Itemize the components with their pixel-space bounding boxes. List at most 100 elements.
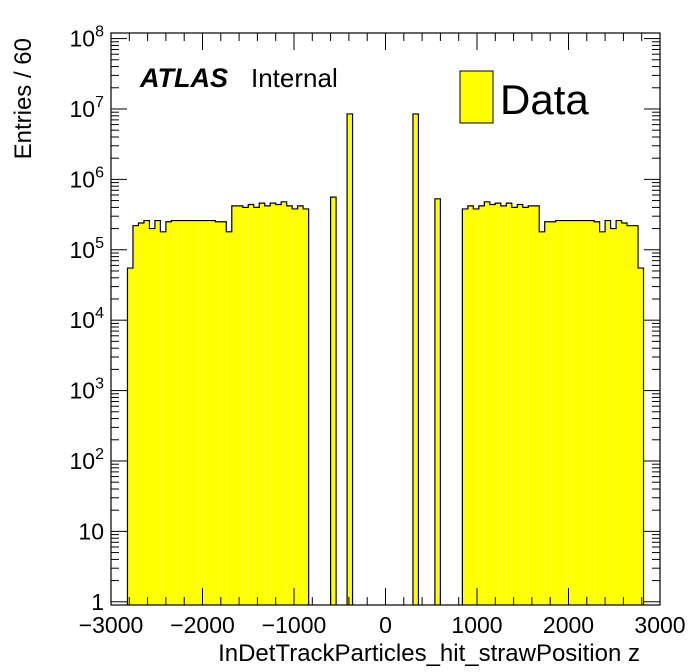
- x-tick-label: −3000: [79, 612, 144, 638]
- histogram-bar: [638, 268, 644, 605]
- histogram-bar: [187, 220, 194, 605]
- x-tick-label: 0: [379, 612, 392, 638]
- histogram-bar: [154, 220, 161, 605]
- histogram-bar: [171, 220, 177, 605]
- axis-ticks: [110, 33, 661, 605]
- y-tick-label: 106: [70, 164, 105, 192]
- x-tick-labels: −3000 −2000 −1000 0 1000 2000 3000: [79, 612, 686, 638]
- y-tick-label: 102: [70, 446, 105, 474]
- histogram-bar: [176, 220, 183, 605]
- x-tick-label: −1000: [262, 612, 327, 638]
- histogram-bar: [522, 207, 529, 605]
- x-tick-label: 1000: [451, 612, 502, 638]
- histogram-bar: [544, 221, 551, 605]
- y-tick-label: 1: [91, 589, 104, 615]
- histogram-bar: [330, 197, 337, 605]
- histogram-bar: [489, 204, 496, 606]
- histogram-bar: [127, 268, 133, 605]
- y-tick-label: 104: [70, 305, 105, 333]
- y-tick-label: 10: [78, 518, 104, 544]
- histogram-bar: [165, 221, 172, 605]
- x-tick-label: −2000: [170, 612, 235, 638]
- histogram-bar: [610, 228, 617, 605]
- histogram-bar: [583, 220, 589, 605]
- histogram-bar: [572, 220, 578, 605]
- histogram-bar: [632, 225, 639, 606]
- histogram-bar: [550, 221, 556, 605]
- x-axis-title: InDetTrackParticles_hit_strawPosition z: [218, 640, 640, 667]
- histogram-bar: [478, 205, 485, 605]
- x-tick-label: 2000: [543, 612, 594, 638]
- y-tick-label: 105: [70, 235, 105, 263]
- histogram-bar: [160, 231, 166, 606]
- legend: Data: [459, 70, 589, 124]
- histogram-bar: [462, 208, 468, 605]
- histogram-bar: [286, 205, 293, 605]
- histogram-bar: [270, 203, 276, 605]
- histogram-bar: [242, 207, 249, 605]
- histogram-bar: [292, 208, 298, 605]
- histogram-bar: [204, 220, 210, 605]
- histogram-bar: [577, 220, 584, 605]
- histogram-bar: [297, 205, 304, 605]
- histogram-bar: [594, 221, 600, 605]
- histogram-bar: [193, 220, 199, 605]
- histogram-bar: [517, 204, 523, 606]
- histogram-bar: [259, 203, 265, 605]
- histogram-bar: [237, 205, 243, 605]
- histogram-bar: [495, 203, 501, 605]
- histogram-bar: [253, 207, 260, 605]
- histogram-bar: [627, 225, 633, 606]
- histogram-bar: [275, 204, 282, 606]
- histogram-bar: [182, 220, 188, 605]
- y-tick-label: 103: [70, 376, 105, 404]
- histogram-bar: [539, 231, 545, 606]
- y-axis-title: Entries / 60: [10, 38, 37, 159]
- atlas-status-label: Internal: [251, 63, 338, 93]
- legend-swatch: [459, 70, 494, 124]
- atlas-label: ATLAS Internal: [139, 63, 338, 93]
- histogram-bar: [621, 223, 628, 605]
- histogram-bar: [511, 207, 518, 605]
- histogram-bar: [484, 201, 490, 605]
- histogram-bar: [555, 220, 562, 605]
- histogram-bar: [226, 231, 232, 606]
- histogram-bar: [220, 221, 227, 605]
- histogram-bar: [616, 220, 622, 605]
- histogram-bar: [605, 220, 611, 605]
- histogram-bar: [264, 205, 271, 605]
- histogram-bar: [132, 225, 139, 606]
- histogram-bars: [126, 113, 645, 606]
- histogram-bar: [434, 198, 441, 606]
- histogram-bar: [528, 205, 534, 605]
- histogram-bar: [303, 208, 309, 605]
- histogram-bar: [473, 208, 479, 605]
- y-tick-label: 107: [70, 94, 105, 122]
- histogram-bar: [599, 231, 606, 606]
- histogram-bar: [248, 204, 254, 606]
- histogram-bar: [231, 205, 238, 605]
- histogram-bar: [209, 220, 216, 605]
- histogram-bar: [149, 228, 155, 605]
- histogram-bar: [500, 205, 507, 605]
- histogram-bar: [533, 205, 540, 605]
- histogram-bar: [143, 220, 150, 605]
- x-tick-label: 3000: [634, 612, 685, 638]
- atlas-experiment-label: ATLAS: [139, 63, 228, 93]
- histogram-bar: [281, 201, 287, 605]
- histogram-bar: [467, 205, 474, 605]
- histogram-bar: [588, 220, 595, 605]
- y-tick-labels: 1 10 102 103 104 105 106 107 108: [70, 24, 105, 615]
- histogram-bar: [412, 113, 419, 605]
- histogram-bar: [198, 220, 205, 605]
- histogram-bar: [347, 113, 353, 605]
- histogram-bar: [215, 221, 221, 605]
- histogram-bar: [561, 220, 567, 605]
- histogram-outline: [126, 113, 645, 605]
- histogram-bar: [566, 220, 573, 605]
- y-tick-label: 108: [70, 24, 105, 52]
- histogram-bar: [138, 223, 144, 605]
- histogram-bar: [506, 203, 512, 605]
- legend-label: Data: [500, 76, 589, 123]
